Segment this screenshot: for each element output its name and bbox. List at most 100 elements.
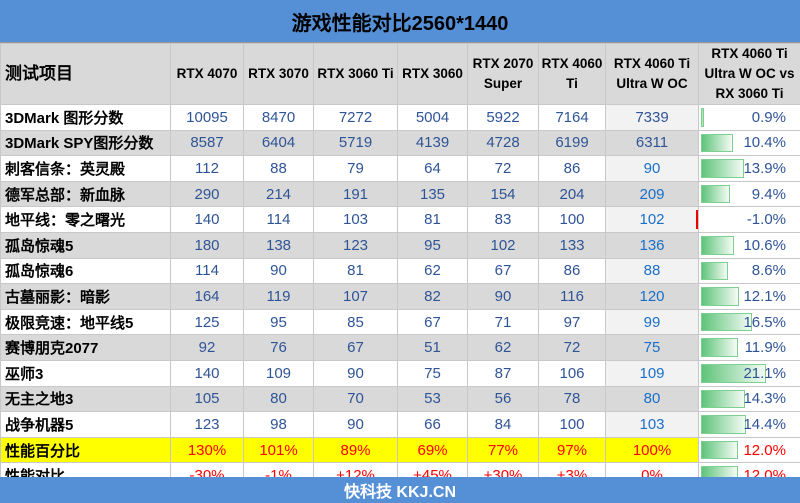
cell-value: 72 [467,155,539,182]
cell-value: 79 [313,155,398,182]
cell-value: 204 [538,180,606,208]
cell-value: 67 [313,334,398,361]
cell-value: 75 [397,359,468,387]
cell-value: 100 [538,411,606,438]
cell-value: 95 [243,308,314,336]
cell-value: 7272 [313,104,398,131]
cell-value: 119 [243,283,314,310]
cell-value: 103 [605,411,699,438]
cell-value: 209 [605,180,699,208]
cell-value: 90 [313,359,398,387]
table-row: 孤岛惊魂5 180 138 123 95 102 133 136 10.6% [0,231,800,259]
cell-value: 98 [243,411,314,438]
cell-value: 86 [538,155,606,182]
diff-value: 8.6% [751,262,786,280]
data-bar [696,210,698,229]
table-row: 战争机器5 123 98 90 66 84 100 103 14.4% [0,411,800,438]
table-title: 游戏性能对比2560*1440 [0,0,800,43]
diff-cell: 10.6% [698,231,800,259]
cell-value: 53 [397,385,468,413]
diff-value: 9.4% [751,185,786,203]
data-bar [701,363,767,383]
table-row: 德军总部：新血脉 290 214 191 135 154 204 209 9.4% [0,180,800,208]
row-label: 无主之地3 [0,385,171,413]
table-row: 地平线：零之曙光 140 114 103 81 83 100 102 -1.0% [0,206,800,233]
row-label: 极限竞速：地平线5 [0,308,171,336]
cell-value: 92 [170,334,244,361]
cell-value: 97% [538,436,606,464]
table-row: 性能百分比 130% 101% 89% 69% 77% 97% 100% 12.0% [0,436,800,464]
data-bar [701,261,728,281]
row-label: 孤岛惊魂6 [0,257,171,285]
cell-value: 84 [467,411,539,438]
diff-cell: 14.3% [698,385,800,413]
cell-value: 138 [243,231,314,259]
cell-value: 88 [605,257,699,285]
cell-value: 56 [467,385,539,413]
cell-value: 5719 [313,129,398,157]
cell-value: 290 [170,180,244,208]
cell-value: 100 [538,206,606,233]
diff-value: 11.9% [744,339,786,357]
column-header: RTX 4060 Ti Ultra W OC vs RX 3060 Ti [698,43,800,105]
cell-value: 214 [243,180,314,208]
diff-cell: 11.9% [698,334,800,361]
diff-value: 10.6% [743,236,786,254]
column-header: RTX 4060 Ti [538,43,606,105]
cell-value: 105 [170,385,244,413]
cell-value: 112 [170,155,244,182]
diff-cell: 12.1% [698,283,800,310]
cell-value: 180 [170,231,244,259]
cell-value: 66 [397,411,468,438]
diff-value: 14.3% [743,390,786,408]
performance-table: 测试项目 RTX 4070 RTX 3070 RTX 3060 Ti RTX 3060 R… [0,43,800,489]
cell-value: 51 [397,334,468,361]
cell-value: 106 [538,359,606,387]
cell-value: 4728 [467,129,539,157]
data-bar [701,415,746,434]
diff-cell: 13.9% [698,155,800,182]
cell-value: 80 [605,385,699,413]
row-label: 3DMark 图形分数 [0,104,171,131]
data-bar [701,440,739,460]
cell-value: 95 [397,231,468,259]
row-label: 巫师3 [0,359,171,387]
cell-value: 109 [243,359,314,387]
cell-value: 123 [313,231,398,259]
cell-value: 99 [605,308,699,336]
cell-value: 154 [467,180,539,208]
row-label: 地平线：零之曙光 [0,206,171,233]
cell-value: 90 [467,283,539,310]
cell-value: 6311 [605,129,699,157]
cell-value: 67 [397,308,468,336]
row-label: 赛博朋克2077 [0,334,171,361]
table-row: 刺客信条：英灵殿 112 88 79 64 72 86 90 13.9% [0,155,800,182]
cell-value: 67 [467,257,539,285]
data-bar [701,184,731,204]
cell-value: 133 [538,231,606,259]
column-header: RTX 3060 Ti [313,43,398,105]
cell-value: 90 [243,257,314,285]
table-row: 无主之地3 105 80 70 53 56 78 80 14.3% [0,385,800,413]
cell-value: 85 [313,308,398,336]
cell-value: 72 [538,334,606,361]
cell-value: 135 [397,180,468,208]
diff-value: -1.0% [746,211,786,229]
cell-value: 7164 [538,104,606,131]
cell-value: 62 [397,257,468,285]
data-bar [701,389,746,409]
column-header: RTX 4070 [170,43,244,105]
cell-value: 75 [605,334,699,361]
row-label: 德军总部：新血脉 [0,180,171,208]
cell-value: 116 [538,283,606,310]
cell-value: 97 [538,308,606,336]
column-header: RTX 3060 [397,43,468,105]
cell-value: 87 [467,359,539,387]
cell-value: 81 [397,206,468,233]
row-label: 性能百分比 [0,436,171,464]
diff-cell: -1.0% [696,206,800,233]
cell-value: 102 [605,206,699,233]
cell-value: 114 [170,257,244,285]
cell-value: 78 [538,385,606,413]
cell-value: 83 [467,206,539,233]
